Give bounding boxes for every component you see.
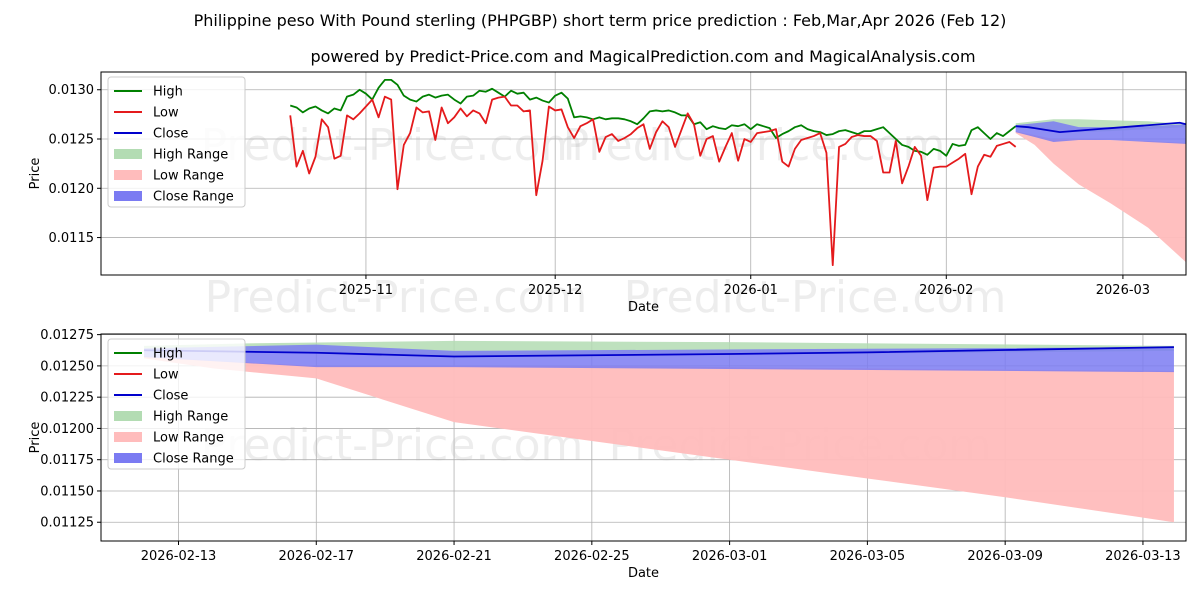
legend-low-range-label: Low Range xyxy=(153,169,224,184)
y-tick-label: 0.0120 xyxy=(49,182,95,197)
x-tick-label: 2026-03-01 xyxy=(692,549,768,564)
x-axis-label: Date xyxy=(628,300,659,315)
x-axis-label: Date xyxy=(628,566,659,581)
plot-frame xyxy=(100,333,1187,542)
watermark-text: Predict-Price.com xyxy=(201,120,584,171)
y-axis-label: Price xyxy=(28,158,43,190)
chart-title: Philippine peso With Pound sterling (PHP… xyxy=(194,11,1007,30)
chart-subtitle: powered by Predict-Price.com and Magical… xyxy=(310,47,975,66)
x-tick-label: 2026-03-09 xyxy=(967,549,1043,564)
x-tick-label: 2026-02-25 xyxy=(554,549,630,564)
legend-high-range-label: High Range xyxy=(153,410,228,425)
legend-high-range-swatch xyxy=(114,149,142,159)
y-tick-label: 0.01275 xyxy=(40,328,94,343)
watermark-text: Predict-Price.com xyxy=(205,272,588,323)
y-tick-label: 0.01125 xyxy=(40,516,94,531)
y-tick-label: 0.0115 xyxy=(49,231,95,246)
close-series-line xyxy=(144,346,1174,358)
low-range-band xyxy=(1015,131,1186,263)
close-range-band xyxy=(1015,121,1186,144)
close-series-line xyxy=(1015,121,1187,134)
y-axis-label: Price xyxy=(28,422,43,454)
x-tick-label: 2026-03-05 xyxy=(830,549,906,564)
legend-close-range-label: Close Range xyxy=(153,190,234,205)
legend-box xyxy=(107,338,246,470)
y-tick-label: 0.01250 xyxy=(40,359,94,374)
x-tick-label: 2026-02-21 xyxy=(416,549,492,564)
legend-close-range-label: Close Range xyxy=(153,452,234,467)
legend-high-label: High xyxy=(153,85,183,100)
legend-close-range-swatch xyxy=(114,453,142,463)
y-tick-label: 0.0130 xyxy=(49,83,95,98)
y-tick-label: 0.01150 xyxy=(40,484,94,499)
x-tick-label: 2026-02 xyxy=(919,283,973,298)
y-tick-label: 0.0125 xyxy=(49,133,95,148)
low-range-band xyxy=(144,355,1174,523)
legend-high-range-label: High Range xyxy=(153,148,228,163)
x-tick-label: 2026-02-13 xyxy=(141,549,217,564)
low-series-line xyxy=(289,95,1017,267)
high-series-line xyxy=(289,78,1017,157)
y-tick-label: 0.01200 xyxy=(40,422,94,437)
x-tick-label: 2026-02-17 xyxy=(278,549,354,564)
y-tick-label: 0.01175 xyxy=(40,453,94,468)
top-panel: Predict-Price.com Predict-Price.com Predic… xyxy=(28,71,1187,323)
plot-frame xyxy=(100,71,1187,276)
x-tick-label: 2026-01 xyxy=(724,283,778,298)
legend-close-range-swatch xyxy=(114,191,142,201)
legend-high-label: High xyxy=(153,347,183,362)
legend-close-label: Close xyxy=(153,389,188,404)
legend-box xyxy=(107,76,246,208)
x-tick-label: 2025-11 xyxy=(339,283,393,298)
watermark-text: Predict-Price.com xyxy=(624,272,1007,323)
legend-close-label: Close xyxy=(153,127,188,142)
x-tick-label: 2026-03 xyxy=(1096,283,1150,298)
legend-low-range-label: Low Range xyxy=(153,431,224,446)
bottom-panel: Predict-Price.comPredict-Price.com2026-0… xyxy=(28,328,1187,581)
legend-low-range-swatch xyxy=(114,432,142,442)
y-tick-label: 0.01225 xyxy=(40,391,94,406)
x-tick-label: 2026-03-13 xyxy=(1105,549,1181,564)
legend-low-range-swatch xyxy=(114,170,142,180)
legend-high-range-swatch xyxy=(114,411,142,421)
legend-low-label: Low xyxy=(153,368,179,383)
legend-low-label: Low xyxy=(153,106,179,121)
x-tick-label: 2025-12 xyxy=(528,283,582,298)
